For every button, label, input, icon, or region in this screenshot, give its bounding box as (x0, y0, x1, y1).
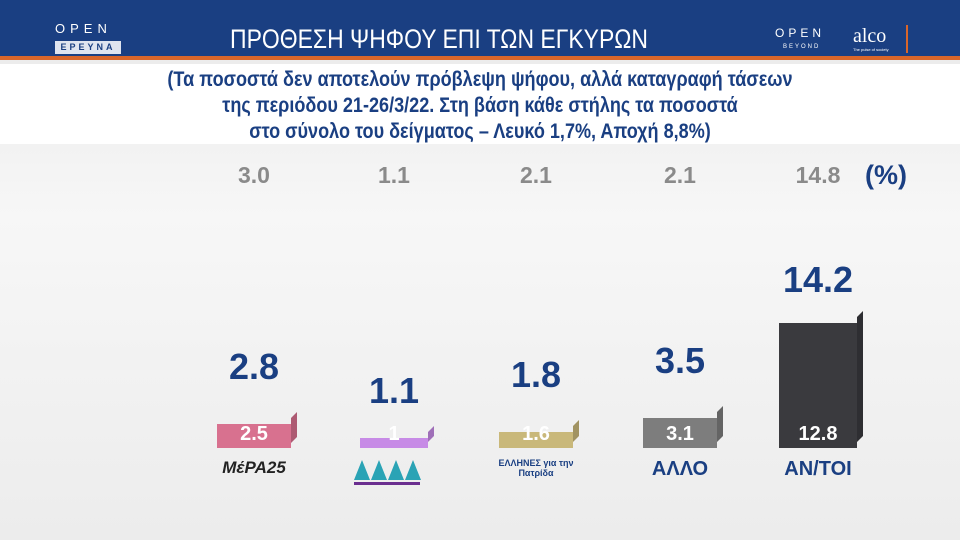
previous-value: 1.1 (378, 162, 410, 188)
previous-value: 3.0 (238, 162, 270, 188)
alco-tagline: The pulse of society (853, 47, 889, 52)
valid-vote-value: 1.8 (510, 354, 562, 396)
divider (906, 25, 908, 53)
party-label: ΜέΡΑ25 (222, 458, 286, 477)
header-bar: OPEN ΕΡΕΥΝΑ ΠΡΟΘΕΣΗ ΨΗΦΟΥ ΕΠΙ ΤΩΝ ΕΓΚΥΡΩ… (0, 0, 960, 60)
open-beyond-logo: OPEN (775, 26, 826, 40)
valid-vote-value: 3.5 (654, 339, 706, 381)
valid-vote-value: 14.2 (782, 258, 854, 300)
bar: 1.6 (499, 423, 573, 448)
previous-value: 2.1 (520, 162, 552, 188)
valid-vote-value: 1.1 (368, 370, 420, 412)
bar: 2.5 (217, 423, 291, 448)
previous-value: 14.8 (795, 162, 841, 188)
previous-value: 2.1 (664, 162, 696, 188)
bar: 1 (360, 423, 428, 448)
subtitle: (Τα ποσοστά δεν αποτελούν πρόβλεψη ψήφου… (0, 64, 960, 144)
bar: 3.1 (643, 417, 717, 448)
valid-vote-value: 2.8 (228, 345, 280, 387)
party-logo-triangles (354, 460, 424, 486)
party-label: ΕΛΛΗΝΕΣ για την Πατρίδα (498, 458, 574, 478)
alco-logo: alco (853, 25, 887, 47)
party-label: ΑΝ/ΤΟΙ (784, 458, 852, 480)
page-title: ΠΡΟΘΕΣΗ ΨΗΦΟΥ ΕΠΙ ΤΩΝ ΕΓΚΥΡΩΝ (230, 24, 649, 54)
subtitle-line: (Τα ποσοστά δεν αποτελούν πρόβλεψη ψήφου… (167, 68, 793, 91)
party-label: ΑΛΛΟ (651, 458, 709, 480)
unit-label: (%) (865, 160, 907, 190)
bar: 12.8 (779, 322, 857, 448)
subtitle-line: στο σύνολο του δείγματος – Λευκό 1,7%, Α… (249, 120, 711, 143)
open-logo: OPEN (55, 21, 112, 36)
subtitle-line: της περιόδου 21-26/3/22. Στη βάση κάθε σ… (222, 94, 738, 117)
ereuna-badge: ΕΡΕΥΝΑ (55, 41, 121, 54)
beyond-label: BEYOND (783, 44, 821, 50)
